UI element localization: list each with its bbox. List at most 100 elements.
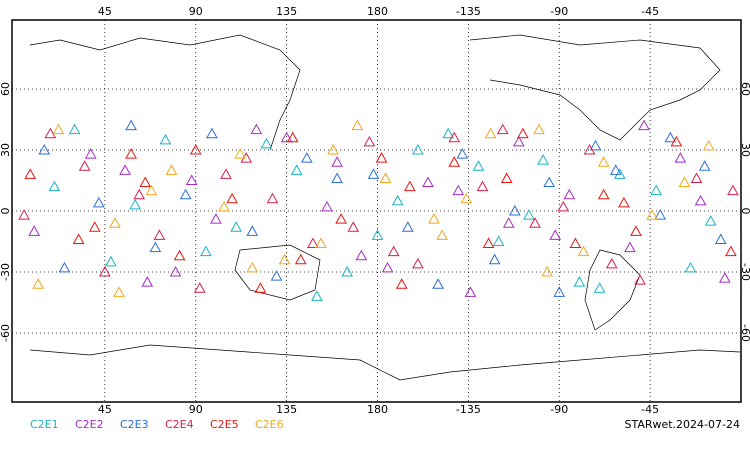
triangle-marker bbox=[52, 123, 65, 135]
triangle-marker bbox=[597, 156, 610, 167]
triangle-marker bbox=[529, 217, 541, 228]
triangle-marker bbox=[99, 265, 111, 277]
y-tick-label: 0 bbox=[739, 208, 750, 215]
triangle-marker bbox=[226, 192, 238, 204]
legend-entry: C2E2 bbox=[75, 418, 104, 431]
triangle-marker bbox=[638, 119, 650, 131]
triangle-marker bbox=[618, 196, 630, 208]
triangle-marker bbox=[38, 143, 51, 155]
triangle-marker bbox=[678, 176, 691, 188]
legend-entry: C2E6 bbox=[255, 418, 284, 431]
triangle-marker bbox=[173, 249, 186, 261]
triangle-marker bbox=[149, 241, 162, 253]
triangle-marker bbox=[702, 139, 715, 151]
triangle-marker bbox=[714, 233, 727, 244]
coastlines bbox=[29, 34, 741, 381]
x-tick-label: -45 bbox=[641, 403, 659, 416]
triangle-marker bbox=[129, 198, 142, 210]
triangle-marker bbox=[569, 237, 582, 249]
triangle-marker bbox=[502, 217, 515, 228]
triangle-marker bbox=[436, 229, 448, 240]
triangle-marker bbox=[347, 221, 360, 232]
y-tick-label: -60 bbox=[739, 324, 750, 342]
triangle-marker bbox=[327, 143, 339, 155]
triangle-marker bbox=[412, 143, 424, 155]
triangle-marker bbox=[624, 241, 636, 253]
triangle-marker bbox=[694, 194, 707, 206]
triangle-marker bbox=[250, 123, 263, 135]
triangle-marker bbox=[464, 286, 477, 297]
triangle-marker bbox=[401, 221, 414, 232]
x-tick-label: 135 bbox=[276, 403, 297, 416]
y-tick-label: 0 bbox=[0, 208, 12, 215]
triangle-marker bbox=[278, 253, 291, 265]
triangle-marker bbox=[199, 245, 212, 257]
triangle-marker bbox=[113, 286, 125, 297]
triangle-marker bbox=[321, 200, 333, 212]
triangle-marker bbox=[145, 184, 158, 196]
y-tick-label: 30 bbox=[0, 143, 12, 157]
triangle-marker bbox=[718, 272, 731, 283]
triangle-marker bbox=[169, 265, 182, 277]
triangle-marker bbox=[139, 176, 152, 188]
triangle-marker bbox=[307, 237, 319, 249]
triangle-marker bbox=[78, 160, 91, 171]
triangle-marker bbox=[646, 209, 658, 220]
triangle-marker bbox=[363, 135, 376, 147]
triangle-marker bbox=[422, 176, 434, 188]
triangle-marker bbox=[391, 194, 404, 206]
y-tick-label: -60 bbox=[0, 324, 12, 342]
triangle-marker bbox=[442, 127, 455, 139]
triangle-marker bbox=[549, 229, 562, 240]
triangle-marker bbox=[650, 184, 663, 196]
triangle-marker bbox=[68, 123, 81, 135]
triangle-marker bbox=[84, 148, 97, 159]
x-tick-label: -90 bbox=[550, 403, 568, 416]
x-tick-label: -135 bbox=[456, 5, 481, 18]
triangle-marker bbox=[141, 276, 154, 287]
triangle-marker bbox=[355, 249, 368, 261]
triangle-marker bbox=[476, 180, 489, 192]
triangle-marker bbox=[335, 213, 347, 224]
triangle-marker bbox=[577, 245, 590, 257]
triangle-marker bbox=[589, 139, 602, 151]
x-tick-label: 45 bbox=[98, 5, 112, 18]
triangle-marker bbox=[280, 131, 293, 143]
frame bbox=[11, 19, 742, 403]
legend-entry: C2E4 bbox=[165, 418, 194, 431]
triangle-marker bbox=[379, 172, 392, 183]
triangle-marker bbox=[220, 168, 232, 179]
triangle-marker bbox=[28, 225, 41, 236]
triangle-marker bbox=[523, 209, 535, 220]
triangle-marker bbox=[125, 148, 137, 159]
triangle-marker bbox=[472, 160, 485, 171]
triangle-marker bbox=[351, 119, 364, 131]
triangle-marker bbox=[634, 274, 646, 285]
triangle-marker bbox=[331, 156, 343, 167]
triangle-marker bbox=[482, 237, 495, 249]
coastline bbox=[29, 344, 741, 381]
points bbox=[18, 119, 739, 301]
triangle-marker bbox=[654, 209, 667, 220]
triangle-marker bbox=[533, 123, 545, 135]
triangle-marker bbox=[698, 160, 711, 171]
triangle-marker bbox=[218, 200, 230, 212]
triangle-marker bbox=[684, 261, 697, 273]
x-tick-label: 90 bbox=[189, 5, 203, 18]
triangle-marker bbox=[206, 127, 218, 139]
triangle-marker bbox=[670, 135, 683, 147]
triangle-marker bbox=[367, 168, 380, 179]
triangle-marker bbox=[92, 196, 105, 208]
y-tick-label: -30 bbox=[0, 263, 12, 281]
triangle-marker bbox=[448, 131, 461, 143]
grid bbox=[12, 20, 741, 402]
triangle-marker bbox=[492, 235, 505, 246]
triangle-marker bbox=[286, 131, 299, 143]
triangle-marker bbox=[133, 188, 146, 200]
triangle-marker bbox=[234, 148, 247, 159]
triangle-marker bbox=[341, 265, 354, 277]
triangle-marker bbox=[605, 257, 618, 269]
triangle-marker bbox=[725, 245, 737, 257]
triangle-marker bbox=[246, 261, 259, 273]
x-tick-label: 180 bbox=[367, 403, 388, 416]
